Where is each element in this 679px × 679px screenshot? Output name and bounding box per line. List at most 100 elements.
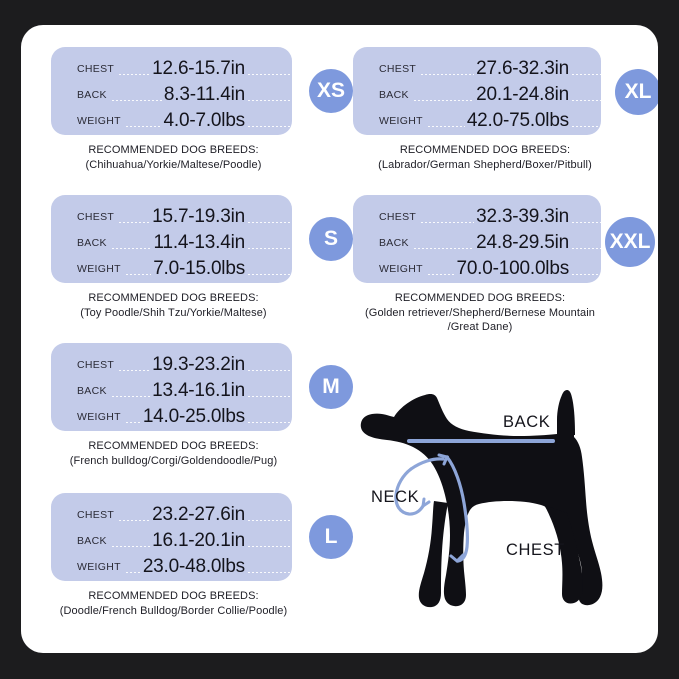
leader-dots	[421, 73, 475, 75]
chest-label: CHEST	[506, 541, 565, 559]
breeds-m: RECOMMENDED DOG BREEDS: (French bulldog/…	[31, 439, 316, 468]
dog-silhouette-icon	[360, 391, 603, 607]
leader-dots-tail	[248, 395, 302, 397]
dog-diagram-svg	[360, 389, 603, 608]
value-back: 16.1-20.1in	[152, 530, 245, 551]
leader-dots-tail	[248, 571, 302, 573]
size-card-xs: CHEST 12.6-15.7in BACK 8.3-11.4in WEIGHT…	[51, 47, 353, 197]
value-chest: 15.7-19.3in	[152, 206, 245, 227]
leader-dots-tail	[248, 519, 302, 521]
label-back: BACK	[379, 237, 409, 249]
row-back: BACK 11.4-13.4in	[77, 231, 302, 255]
breeds-heading: RECOMMENDED DOG BREEDS:	[88, 144, 259, 156]
value-chest: 12.6-15.7in	[152, 58, 245, 79]
size-card-s: CHEST 15.7-19.3in BACK 11.4-13.4in WEIGH…	[51, 195, 353, 345]
value-chest: 32.3-39.3in	[476, 206, 569, 227]
measurement-rows: CHEST 15.7-19.3in BACK 11.4-13.4in WEIGH…	[51, 195, 316, 345]
label-back: BACK	[379, 89, 409, 101]
value-chest: 23.2-27.6in	[152, 504, 245, 525]
measurement-rows: CHEST 19.3-23.2in BACK 13.4-16.1in WEIGH…	[51, 343, 316, 493]
row-weight: WEIGHT 14.0-25.0lbs	[77, 405, 302, 429]
label-back: BACK	[77, 237, 107, 249]
leader-dots	[421, 221, 475, 223]
measurement-rows: CHEST 23.2-27.6in BACK 16.1-20.1in WEIGH…	[51, 493, 316, 643]
row-weight: WEIGHT 23.0-48.0lbs	[77, 555, 302, 579]
leader-dots-tail	[572, 73, 606, 75]
leader-dots-tail	[572, 273, 606, 275]
chest-measure-loop	[445, 455, 469, 563]
row-weight: WEIGHT 7.0-15.0lbs	[77, 257, 302, 281]
breeds-line: (Labrador/German Shepherd/Boxer/Pitbull)	[378, 158, 592, 171]
row-chest: CHEST 27.6-32.3in	[379, 57, 606, 81]
value-back: 20.1-24.8in	[476, 84, 569, 105]
size-badge-m: M	[309, 365, 353, 409]
breeds-line: (French bulldog/Corgi/Goldendoodle/Pug)	[69, 454, 278, 467]
leader-dots	[119, 369, 151, 371]
leader-dots-tail	[572, 247, 606, 249]
value-weight: 14.0-25.0lbs	[142, 406, 245, 427]
leader-dots-tail	[248, 221, 302, 223]
label-weight: WEIGHT	[77, 411, 121, 423]
size-chart-panel: CHEST 12.6-15.7in BACK 8.3-11.4in WEIGHT…	[21, 25, 658, 653]
label-weight: WEIGHT	[77, 561, 121, 573]
row-weight: WEIGHT 42.0-75.0lbs	[379, 109, 606, 133]
neck-arrow-head	[421, 497, 431, 510]
breeds-xl: RECOMMENDED DOG BREEDS: (Labrador/German…	[335, 143, 635, 172]
breeds-heading: RECOMMENDED DOG BREEDS:	[88, 590, 259, 602]
breeds-xs: RECOMMENDED DOG BREEDS: (Chihuahua/Yorki…	[31, 143, 316, 172]
leader-dots	[111, 99, 162, 101]
dog-front-leg-icon	[418, 501, 448, 608]
value-weight: 4.0-7.0lbs	[163, 110, 246, 131]
value-back: 24.8-29.5in	[476, 232, 569, 253]
label-weight: WEIGHT	[77, 263, 121, 275]
leader-dots	[413, 99, 475, 101]
breeds-heading: RECOMMENDED DOG BREEDS:	[88, 440, 259, 452]
leader-dots-tail	[248, 545, 302, 547]
value-back: 11.4-13.4in	[153, 232, 246, 253]
value-chest: 27.6-32.3in	[476, 58, 569, 79]
back-label: BACK	[503, 413, 551, 431]
leader-dots	[125, 125, 162, 127]
leader-dots-tail	[572, 99, 606, 101]
breeds-line: (Chihuahua/Yorkie/Maltese/Poodle)	[85, 158, 262, 171]
leader-dots-tail	[572, 125, 606, 127]
row-back: BACK 24.8-29.5in	[379, 231, 606, 255]
card-body	[51, 343, 292, 431]
row-back: BACK 16.1-20.1in	[77, 529, 302, 553]
size-card-xl: CHEST 27.6-32.3in BACK 20.1-24.8in WEIGH…	[353, 47, 658, 197]
breeds-s: RECOMMENDED DOG BREEDS: (Toy Poodle/Shih…	[31, 291, 316, 320]
value-back: 13.4-16.1in	[152, 380, 245, 401]
size-card-m: CHEST 19.3-23.2in BACK 13.4-16.1in WEIGH…	[51, 343, 353, 493]
dog-tail-icon	[557, 389, 575, 435]
breeds-heading: RECOMMENDED DOG BREEDS:	[399, 144, 571, 156]
size-card-l: CHEST 23.2-27.6in BACK 16.1-20.1in WEIGH…	[51, 493, 353, 643]
leader-dots	[125, 421, 141, 423]
label-back: BACK	[77, 535, 107, 547]
card-body	[51, 47, 292, 135]
value-weight: 70.0-100.0lbs	[456, 258, 569, 279]
row-weight: WEIGHT 4.0-7.0lbs	[77, 109, 302, 133]
leader-dots-tail	[248, 273, 302, 275]
row-chest: CHEST 15.7-19.3in	[77, 205, 302, 229]
card-body	[51, 493, 292, 581]
row-chest: CHEST 32.3-39.3in	[379, 205, 606, 229]
breeds-xxl: RECOMMENDED DOG BREEDS: (Golden retrieve…	[325, 291, 635, 335]
size-card-xxl: CHEST 32.3-39.3in BACK 24.8-29.5in WEIGH…	[353, 195, 655, 355]
size-badge-l: L	[309, 515, 353, 559]
value-chest: 19.3-23.2in	[152, 354, 245, 375]
dog-hind-leg-icon	[544, 505, 583, 604]
leader-dots-tail	[248, 247, 302, 249]
label-chest: CHEST	[77, 63, 115, 75]
value-weight: 23.0-48.0lbs	[142, 556, 245, 577]
row-back: BACK 8.3-11.4in	[77, 83, 302, 107]
label-weight: WEIGHT	[379, 115, 423, 127]
card-body	[353, 47, 601, 135]
leader-dots	[427, 273, 455, 275]
row-chest: CHEST 23.2-27.6in	[77, 503, 302, 527]
leader-dots	[125, 571, 141, 573]
breeds-line: (Golden retriever/Shepherd/Bernese Mount…	[365, 306, 595, 319]
label-chest: CHEST	[379, 63, 417, 75]
label-weight: WEIGHT	[77, 115, 121, 127]
card-body	[51, 195, 292, 283]
breeds-line: (Toy Poodle/Shih Tzu/Yorkie/Maltese)	[80, 306, 267, 319]
